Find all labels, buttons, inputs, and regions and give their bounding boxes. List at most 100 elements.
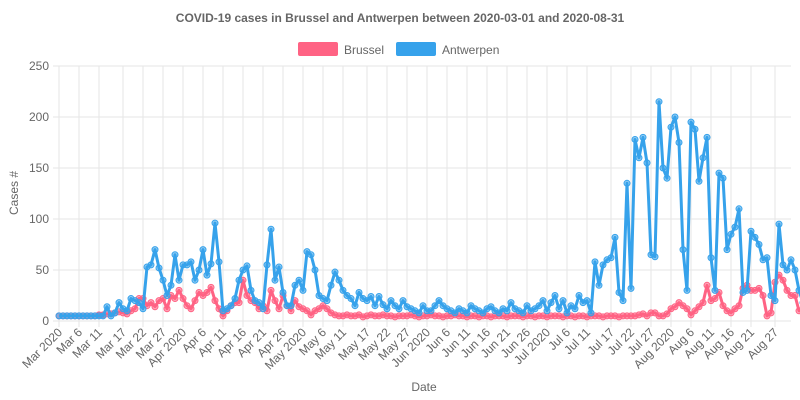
antwerpen-point[interactable] (363, 297, 371, 305)
antwerpen-point[interactable] (747, 227, 755, 235)
antwerpen-point[interactable] (291, 281, 299, 289)
antwerpen-point[interactable] (231, 295, 239, 303)
antwerpen-point[interactable] (615, 288, 623, 296)
antwerpen-point[interactable] (775, 220, 783, 228)
antwerpen-point[interactable] (547, 299, 555, 307)
antwerpen-point[interactable] (159, 276, 167, 284)
brussel-point[interactable] (683, 305, 691, 313)
antwerpen-point[interactable] (723, 246, 731, 254)
antwerpen-point[interactable] (187, 258, 195, 266)
brussel-point[interactable] (207, 283, 215, 291)
antwerpen-point[interactable] (595, 281, 603, 289)
antwerpen-point[interactable] (643, 159, 651, 167)
antwerpen-point[interactable] (719, 174, 727, 182)
brussel-point[interactable] (691, 307, 699, 315)
antwerpen-point[interactable] (591, 258, 599, 266)
antwerpen-point[interactable] (519, 309, 527, 317)
antwerpen-point[interactable] (539, 297, 547, 305)
antwerpen-point[interactable] (663, 174, 671, 182)
antwerpen-point[interactable] (551, 292, 559, 299)
antwerpen-point[interactable] (355, 288, 363, 296)
antwerpen-point[interactable] (687, 118, 695, 126)
antwerpen-point[interactable] (99, 312, 107, 320)
brussel-point[interactable] (307, 311, 315, 319)
antwerpen-point[interactable] (147, 261, 155, 269)
antwerpen-point[interactable] (715, 169, 723, 177)
antwerpen-point[interactable] (139, 305, 147, 313)
brussel-point[interactable] (671, 303, 679, 311)
antwerpen-point[interactable] (623, 179, 631, 187)
brussel-point[interactable] (779, 276, 787, 284)
brussel-point[interactable] (767, 309, 775, 317)
antwerpen-point[interactable] (275, 263, 283, 271)
antwerpen-point[interactable] (767, 292, 775, 299)
brussel-point[interactable] (203, 288, 211, 296)
brussel-point[interactable] (151, 303, 159, 311)
antwerpen-point[interactable] (727, 230, 735, 238)
antwerpen-point[interactable] (135, 299, 143, 307)
antwerpen-point[interactable] (267, 225, 275, 233)
antwerpen-point[interactable] (427, 307, 435, 315)
brussel-point[interactable] (211, 297, 219, 305)
legend-item-brussel[interactable]: Brussel (298, 42, 384, 57)
antwerpen-point[interactable] (631, 135, 639, 143)
antwerpen-point[interactable] (675, 139, 683, 146)
antwerpen-point[interactable] (783, 266, 791, 274)
brussel-point[interactable] (687, 311, 695, 319)
brussel-point[interactable] (699, 299, 707, 307)
antwerpen-point[interactable] (587, 309, 595, 317)
antwerpen-point[interactable] (415, 309, 423, 317)
antwerpen-point[interactable] (375, 293, 383, 301)
brussel-point[interactable] (703, 281, 711, 289)
antwerpen-point[interactable] (155, 264, 163, 272)
brussel-point[interactable] (791, 292, 799, 299)
brussel-point[interactable] (727, 309, 735, 317)
antwerpen-point[interactable] (199, 246, 207, 254)
antwerpen-point[interactable] (243, 262, 251, 270)
antwerpen-point[interactable] (171, 251, 179, 259)
antwerpen-point[interactable] (215, 258, 223, 266)
antwerpen-point[interactable] (207, 260, 215, 268)
antwerpen-point[interactable] (619, 297, 627, 305)
antwerpen-point[interactable] (271, 276, 279, 284)
brussel-point[interactable] (719, 302, 727, 310)
brussel-point[interactable] (175, 286, 183, 294)
antwerpen-point[interactable] (331, 268, 339, 276)
antwerpen-point[interactable] (667, 123, 675, 131)
antwerpen-point[interactable] (451, 309, 459, 317)
antwerpen-point[interactable] (371, 302, 379, 310)
brussel-point[interactable] (695, 303, 703, 311)
legend-item-antwerpen[interactable]: Antwerpen (396, 42, 499, 57)
brussel-point[interactable] (783, 286, 791, 294)
antwerpen-point[interactable] (575, 292, 583, 299)
antwerpen-point[interactable] (379, 301, 387, 309)
brussel-point[interactable] (271, 297, 279, 305)
antwerpen-point[interactable] (711, 286, 719, 294)
brussel-point[interactable] (131, 305, 139, 313)
antwerpen-point[interactable] (167, 281, 175, 289)
brussel-point[interactable] (191, 297, 199, 305)
brussel-point[interactable] (759, 292, 767, 299)
antwerpen-point[interactable] (695, 177, 703, 185)
antwerpen-point[interactable] (431, 302, 439, 310)
antwerpen-point[interactable] (211, 219, 219, 227)
antwerpen-point[interactable] (571, 305, 579, 313)
brussel-point[interactable] (755, 284, 763, 292)
antwerpen-point[interactable] (463, 309, 471, 317)
brussel-point[interactable] (711, 295, 719, 303)
brussel-point[interactable] (243, 292, 251, 299)
antwerpen-point[interactable] (555, 305, 563, 313)
antwerpen-point[interactable] (699, 154, 707, 162)
antwerpen-point[interactable] (691, 125, 699, 133)
antwerpen-point[interactable] (247, 286, 255, 294)
antwerpen-point[interactable] (327, 281, 335, 289)
antwerpen-point[interactable] (203, 271, 211, 279)
antwerpen-point[interactable] (659, 164, 667, 172)
antwerpen-point[interactable] (335, 276, 343, 284)
antwerpen-point[interactable] (395, 305, 403, 313)
antwerpen-point[interactable] (151, 246, 159, 254)
brussel-point[interactable] (267, 286, 275, 294)
brussel-point[interactable] (323, 305, 331, 313)
antwerpen-point[interactable] (367, 293, 375, 301)
antwerpen-point[interactable] (651, 253, 659, 261)
